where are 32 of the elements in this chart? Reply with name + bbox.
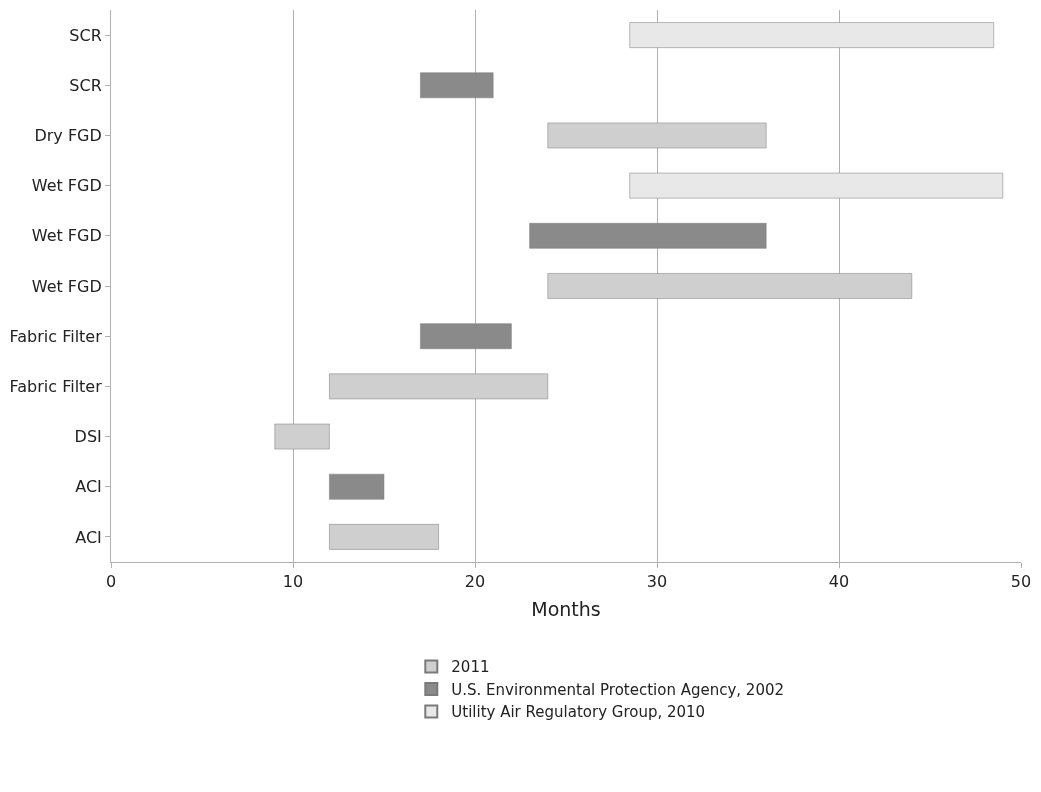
bar	[329, 373, 549, 400]
bar	[629, 22, 994, 48]
x-tick-label: 0	[105, 572, 117, 592]
bar	[547, 122, 767, 149]
bar	[329, 524, 439, 550]
x-tick-label: 40	[828, 572, 850, 592]
y-tick-label: ACI	[75, 477, 102, 497]
legend-label: Utility Air Regulatory Group, 2010	[451, 703, 706, 722]
x-tick-label: 10	[282, 572, 304, 592]
y-tick-label: Wet FGD	[31, 276, 102, 296]
bar	[420, 72, 494, 99]
y-tick-label: DSI	[74, 427, 102, 447]
y-tick-label: SCR	[69, 25, 102, 45]
y-tick-label: ACI	[75, 527, 102, 547]
x-axis-title: Months	[531, 598, 601, 620]
bar	[529, 223, 767, 249]
bar	[420, 323, 512, 349]
y-tick-label: SCR	[69, 75, 102, 95]
x-tick-label: 50	[1010, 572, 1032, 592]
y-tick-label: Fabric Filter	[9, 376, 103, 396]
legend-label: U.S. Environmental Protection Agency, 2002	[451, 680, 785, 699]
x-tick-label: 20	[464, 572, 486, 592]
y-tick-label: Fabric Filter	[9, 326, 103, 346]
x-tick-label: 30	[646, 572, 668, 592]
legend-label: 2011	[451, 658, 490, 677]
y-tick-label: Wet FGD	[31, 226, 102, 246]
y-tick-label: Dry FGD	[34, 126, 102, 146]
y-tick-label: Wet FGD	[31, 176, 102, 196]
bar	[329, 473, 385, 500]
bar	[274, 423, 330, 450]
bar	[629, 172, 1004, 199]
bar	[547, 273, 913, 299]
